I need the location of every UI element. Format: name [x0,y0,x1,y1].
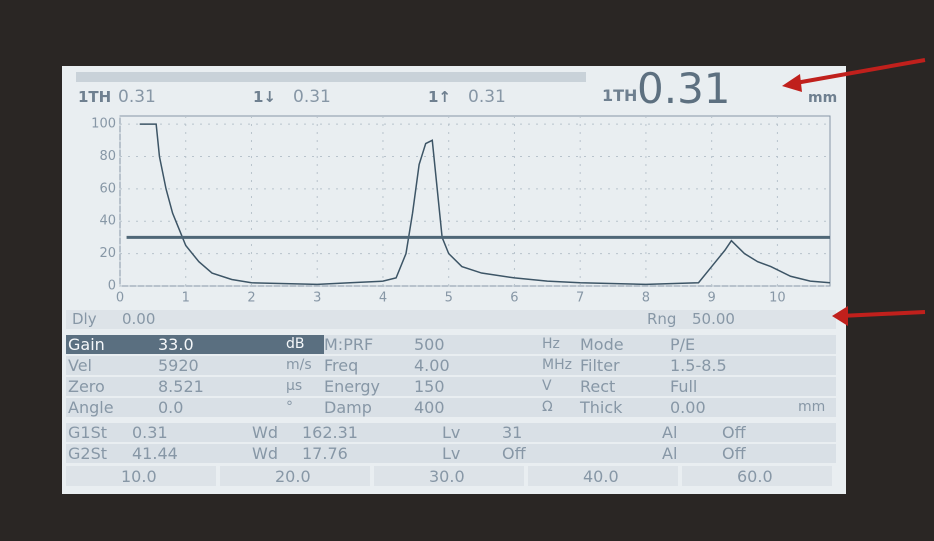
reading-value: 0.31 [118,87,156,107]
gate-field: Off [722,444,746,463]
param-unit: Ω [542,399,553,415]
param-label: Energy [324,377,380,396]
param-value: 0.0 [158,398,183,417]
arrow [840,312,925,316]
x-tick-label: 8 [642,291,650,306]
param-label: Mode [580,335,624,354]
param-label: Damp [324,398,372,417]
softkey-label: 20.0 [275,467,311,486]
param-value: 400 [414,398,445,417]
gate-field: Wd [252,423,278,442]
param-value: Full [670,377,697,396]
main-reading-label: 1TH [602,86,637,105]
gate-field: 162.31 [302,423,358,442]
x-tick-label: 6 [510,291,518,306]
param-unit: V [542,378,552,394]
range-value: 50.00 [692,310,735,328]
y-tick-label: 100 [91,117,116,132]
param-label: Zero [68,377,105,396]
delay-value: 0.00 [122,310,155,328]
y-tick-label: 60 [99,181,116,196]
waveform [140,124,830,284]
param-unit: µs [286,378,302,394]
softkey-label: 10.0 [121,467,157,486]
x-tick-label: 2 [247,291,255,306]
gate-field: G2St [68,444,107,463]
device-photo: 020406080100012345678910 1TH0.311↓0.311↑… [0,0,934,541]
param-unit: mm [798,399,825,415]
plot-frame [120,116,830,286]
softkey-label: 40.0 [583,467,619,486]
gate-field: 41.44 [132,444,178,463]
x-tick-label: 7 [576,291,584,306]
x-tick-label: 3 [313,291,321,306]
gate-field: Lv [442,444,460,463]
reading-label: 1↑ [428,88,451,106]
reading-label: 1↓ [253,88,276,106]
gate-field: G1St [68,423,107,442]
main-reading-value: 0.31 [637,64,731,113]
param-unit: ° [286,399,293,415]
x-tick-label: 9 [708,291,716,306]
gate-field: Off [502,444,526,463]
softkey-label: 30.0 [429,467,465,486]
param-label: Thick [580,398,622,417]
x-tick-label: 0 [116,291,124,306]
x-tick-label: 10 [769,291,786,306]
param-value: P/E [670,335,695,354]
y-tick-label: 80 [99,149,116,164]
gate-field: Off [722,423,746,442]
x-tick-label: 5 [445,291,453,306]
unit: mm [808,90,837,106]
y-tick-label: 40 [99,214,116,229]
reading-label: 1TH [78,88,111,106]
x-tick-label: 4 [379,291,387,306]
param-label: Angle [68,398,114,417]
param-value: 33.0 [158,335,194,354]
param-label: Filter [580,356,620,375]
param-value: 4.00 [414,356,450,375]
param-unit: m/s [286,357,312,373]
x-tick-label: 1 [182,291,190,306]
gate-field: 0.31 [132,423,168,442]
param-unit: dB [286,336,305,352]
param-value: 1.5-8.5 [670,356,727,375]
gate-field: Al [662,423,677,442]
reading-value: 0.31 [468,87,506,107]
gate-field: 31 [502,423,522,442]
y-tick-label: 20 [99,246,116,261]
reading-value: 0.31 [293,87,331,107]
param-unit: Hz [542,336,560,352]
top-bar [76,72,586,82]
gate-field: Wd [252,444,278,463]
param-label: Freq [324,356,358,375]
param-value: 500 [414,335,445,354]
param-value: 8.521 [158,377,204,396]
softkey-label: 60.0 [737,467,773,486]
param-value: 5920 [158,356,199,375]
param-unit: MHz [542,357,572,373]
param-label: Rect [580,377,615,396]
gate-field: Lv [442,423,460,442]
param-label: Gain [68,335,105,354]
param-label: M:PRF [324,335,373,354]
param-value: 0.00 [670,398,706,417]
range-label: Rng [647,310,676,328]
gate-field: Al [662,444,677,463]
gate-field: 17.76 [302,444,348,463]
delay-label: Dly [72,310,97,328]
param-label: Vel [68,356,92,375]
param-value: 150 [414,377,445,396]
y-tick-label: 0 [108,279,116,294]
